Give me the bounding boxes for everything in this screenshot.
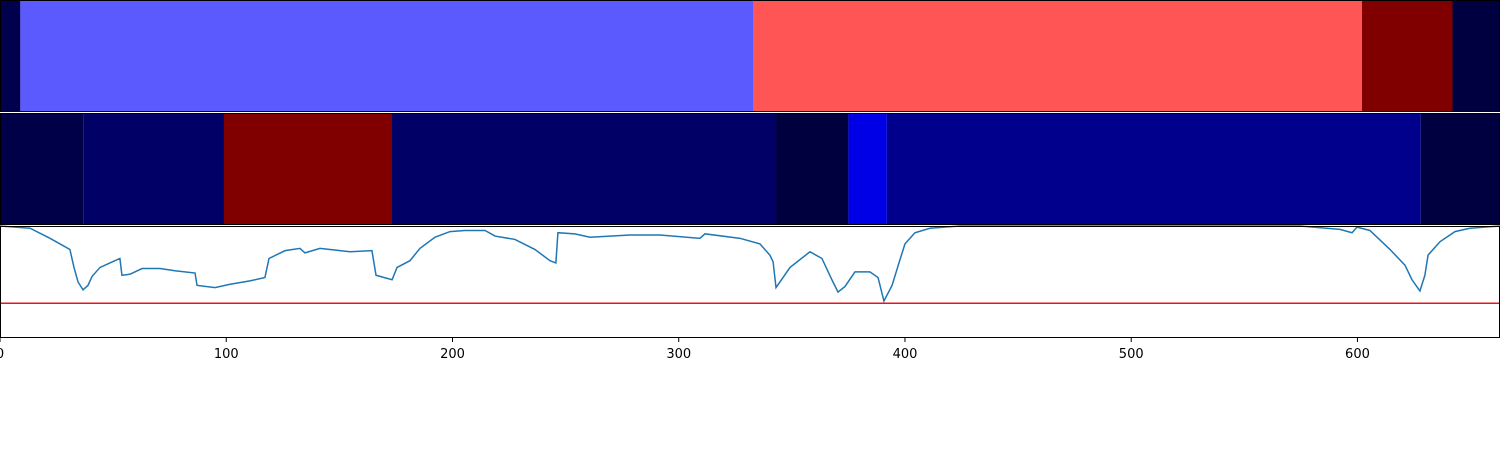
segment [0,0,21,112]
segment [776,113,849,225]
segment [753,0,1362,112]
segment [83,113,224,225]
segment [223,113,392,225]
segment [848,113,887,225]
x-tick-label: 500 [1119,347,1144,362]
x-tick-label: 200 [440,347,465,362]
segment [391,113,777,225]
x-tick-label: 100 [214,347,239,362]
x-tick-label: 400 [893,347,918,362]
segment [1452,0,1500,112]
line-series [0,225,1500,304]
segment [20,0,754,112]
x-tick-label: 0 [0,347,4,362]
panel-frame [0,226,1500,338]
x-tick-label: 300 [666,347,691,362]
segment [0,113,84,225]
segment [886,113,1421,225]
segment [1420,113,1500,225]
x-tick-label: 600 [1345,347,1370,362]
segment [1361,0,1453,112]
